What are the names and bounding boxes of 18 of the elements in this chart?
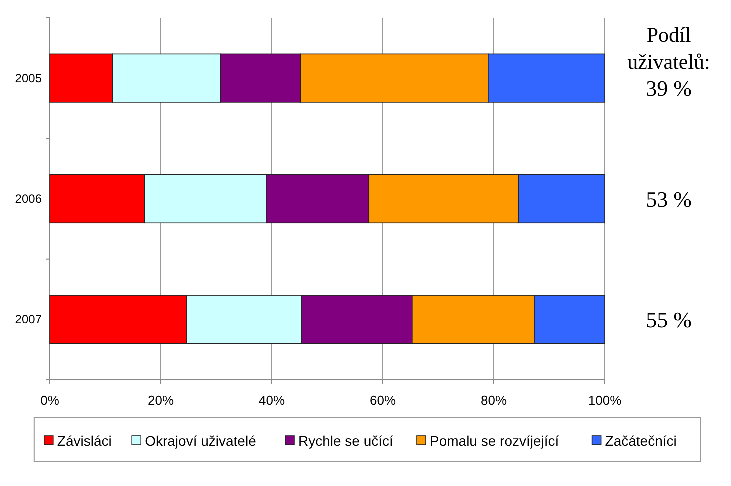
text: Podíl uživatelů: bbox=[628, 23, 710, 74]
text: 55 % bbox=[646, 308, 692, 333]
text: 39 % bbox=[646, 76, 692, 101]
x-tick-label: 40% bbox=[258, 393, 286, 408]
text: 53 % bbox=[646, 187, 692, 212]
x-tick-label: 60% bbox=[370, 393, 396, 408]
y-tick-label: 2007 bbox=[15, 312, 42, 327]
legend-label: Pomalu se rozvíjející bbox=[430, 433, 560, 449]
y-tick-label: 2005 bbox=[15, 71, 42, 86]
legend-label: Začátečníci bbox=[605, 433, 677, 449]
y-tick-label: 2006 bbox=[15, 192, 42, 206]
legend-label: Rychle se učící bbox=[298, 433, 394, 449]
x-tick-label: 0% bbox=[40, 393, 60, 408]
x-tick-label: 20% bbox=[148, 393, 174, 408]
legend-label: Okrajoví uživatelé bbox=[145, 433, 257, 449]
x-tick-label: 100% bbox=[588, 393, 622, 408]
x-tick-label: 80% bbox=[480, 393, 508, 408]
legend-label: Závisláci bbox=[57, 433, 112, 449]
